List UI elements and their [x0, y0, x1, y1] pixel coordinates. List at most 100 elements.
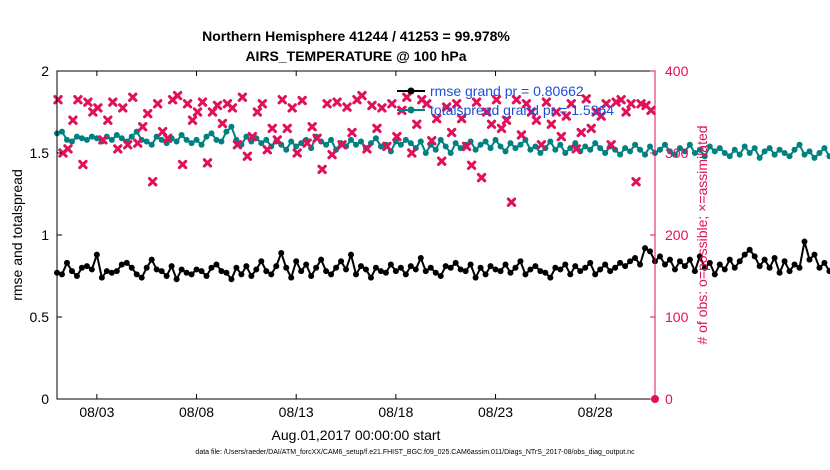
- data-point: [292, 148, 302, 158]
- data-point: [481, 107, 492, 117]
- data-point: [187, 115, 198, 125]
- data-point: [476, 172, 487, 183]
- data-point: [701, 264, 708, 271]
- data-point: [627, 258, 634, 265]
- data-point: [397, 141, 404, 148]
- data-point: [103, 115, 113, 125]
- y-right-tick-label: 400: [665, 63, 689, 79]
- data-point: [472, 274, 479, 281]
- data-point: [138, 122, 148, 132]
- x-tick-label: 08/13: [279, 404, 314, 420]
- data-point: [68, 138, 75, 145]
- y-tick-label: 0: [41, 391, 49, 407]
- data-point: [217, 118, 228, 129]
- data-point: [637, 146, 644, 153]
- data-point: [278, 250, 285, 257]
- data-point: [457, 266, 464, 273]
- data-point: [238, 271, 245, 278]
- axes: 08/03 08/08 08/13 08/18 08/23 08/2800.511.520…: [30, 63, 689, 420]
- data-point: [587, 259, 594, 266]
- data-point: [218, 268, 225, 275]
- data-point: [501, 115, 512, 125]
- data-point: [293, 258, 300, 265]
- data-point: [283, 264, 290, 271]
- data-point: [367, 274, 374, 281]
- data-point: [78, 135, 85, 142]
- data-point: [193, 266, 200, 273]
- data-point: [223, 269, 230, 276]
- data-point: [756, 263, 763, 270]
- data-point: [711, 148, 718, 155]
- data-point: [516, 130, 527, 140]
- data-point: [661, 141, 668, 148]
- data-point: [83, 136, 90, 143]
- data-point: [163, 273, 170, 279]
- data-point: [377, 143, 384, 150]
- data-point: [353, 271, 359, 278]
- data-point: [452, 140, 459, 147]
- data-point: [73, 133, 80, 140]
- data-point: [298, 140, 305, 147]
- data-point: [547, 138, 554, 145]
- data-point: [731, 264, 738, 271]
- data-point: [123, 259, 130, 266]
- data-point: [537, 268, 544, 275]
- data-point: [372, 123, 382, 134]
- data-point: [612, 264, 619, 271]
- data-point: [456, 113, 467, 124]
- data-point: [617, 151, 624, 158]
- data-point: [541, 97, 552, 107]
- data-point: [681, 263, 688, 270]
- data-point: [566, 99, 576, 109]
- data-point: [631, 177, 641, 187]
- data-point: [178, 131, 185, 138]
- data-point: [507, 140, 514, 147]
- data-point: [517, 258, 524, 265]
- data-point: [412, 119, 422, 129]
- data-point: [632, 141, 639, 148]
- data-point: [582, 264, 589, 271]
- data-point: [696, 253, 703, 260]
- legend: rmse grand pr = 0.80662 totalspread gran…: [397, 83, 614, 118]
- data-point: [602, 261, 609, 268]
- data-point: [243, 133, 250, 140]
- data-point: [258, 140, 265, 147]
- legend-spread-marker: [407, 106, 415, 114]
- x-tick-label: 08/28: [578, 404, 613, 420]
- data-point: [377, 103, 387, 113]
- data-point: [178, 266, 185, 273]
- data-point: [492, 136, 499, 143]
- data-point: [511, 95, 522, 105]
- data-point: [487, 145, 494, 152]
- data-point: [437, 156, 447, 166]
- data-point: [496, 123, 507, 134]
- data-point: [571, 144, 581, 154]
- data-point: [686, 256, 693, 263]
- data-point: [596, 111, 606, 121]
- data-point: [487, 263, 494, 270]
- data-point: [801, 238, 808, 245]
- data-point: [133, 138, 143, 148]
- data-point: [248, 273, 255, 279]
- data-point: [213, 261, 220, 268]
- data-point: [412, 266, 419, 273]
- data-point: [73, 95, 83, 105]
- data-point: [587, 146, 594, 153]
- legend-rmse-label: rmse grand pr = 0.80662: [430, 83, 584, 99]
- data-point: [572, 263, 579, 270]
- data-point: [147, 177, 158, 187]
- data-point: [313, 264, 320, 271]
- data-point: [451, 99, 462, 109]
- y-right-tick-label: 0: [665, 391, 673, 407]
- data-point: [821, 145, 828, 152]
- data-point: [128, 92, 138, 102]
- data-point: [637, 261, 644, 268]
- data-point: [202, 158, 213, 168]
- data-point: [88, 133, 95, 140]
- legend-rmse-marker: [407, 87, 415, 95]
- data-point: [83, 263, 90, 270]
- data-point: [128, 264, 135, 271]
- data-point: [183, 269, 190, 276]
- data-point: [597, 145, 604, 152]
- data-point: [751, 253, 758, 260]
